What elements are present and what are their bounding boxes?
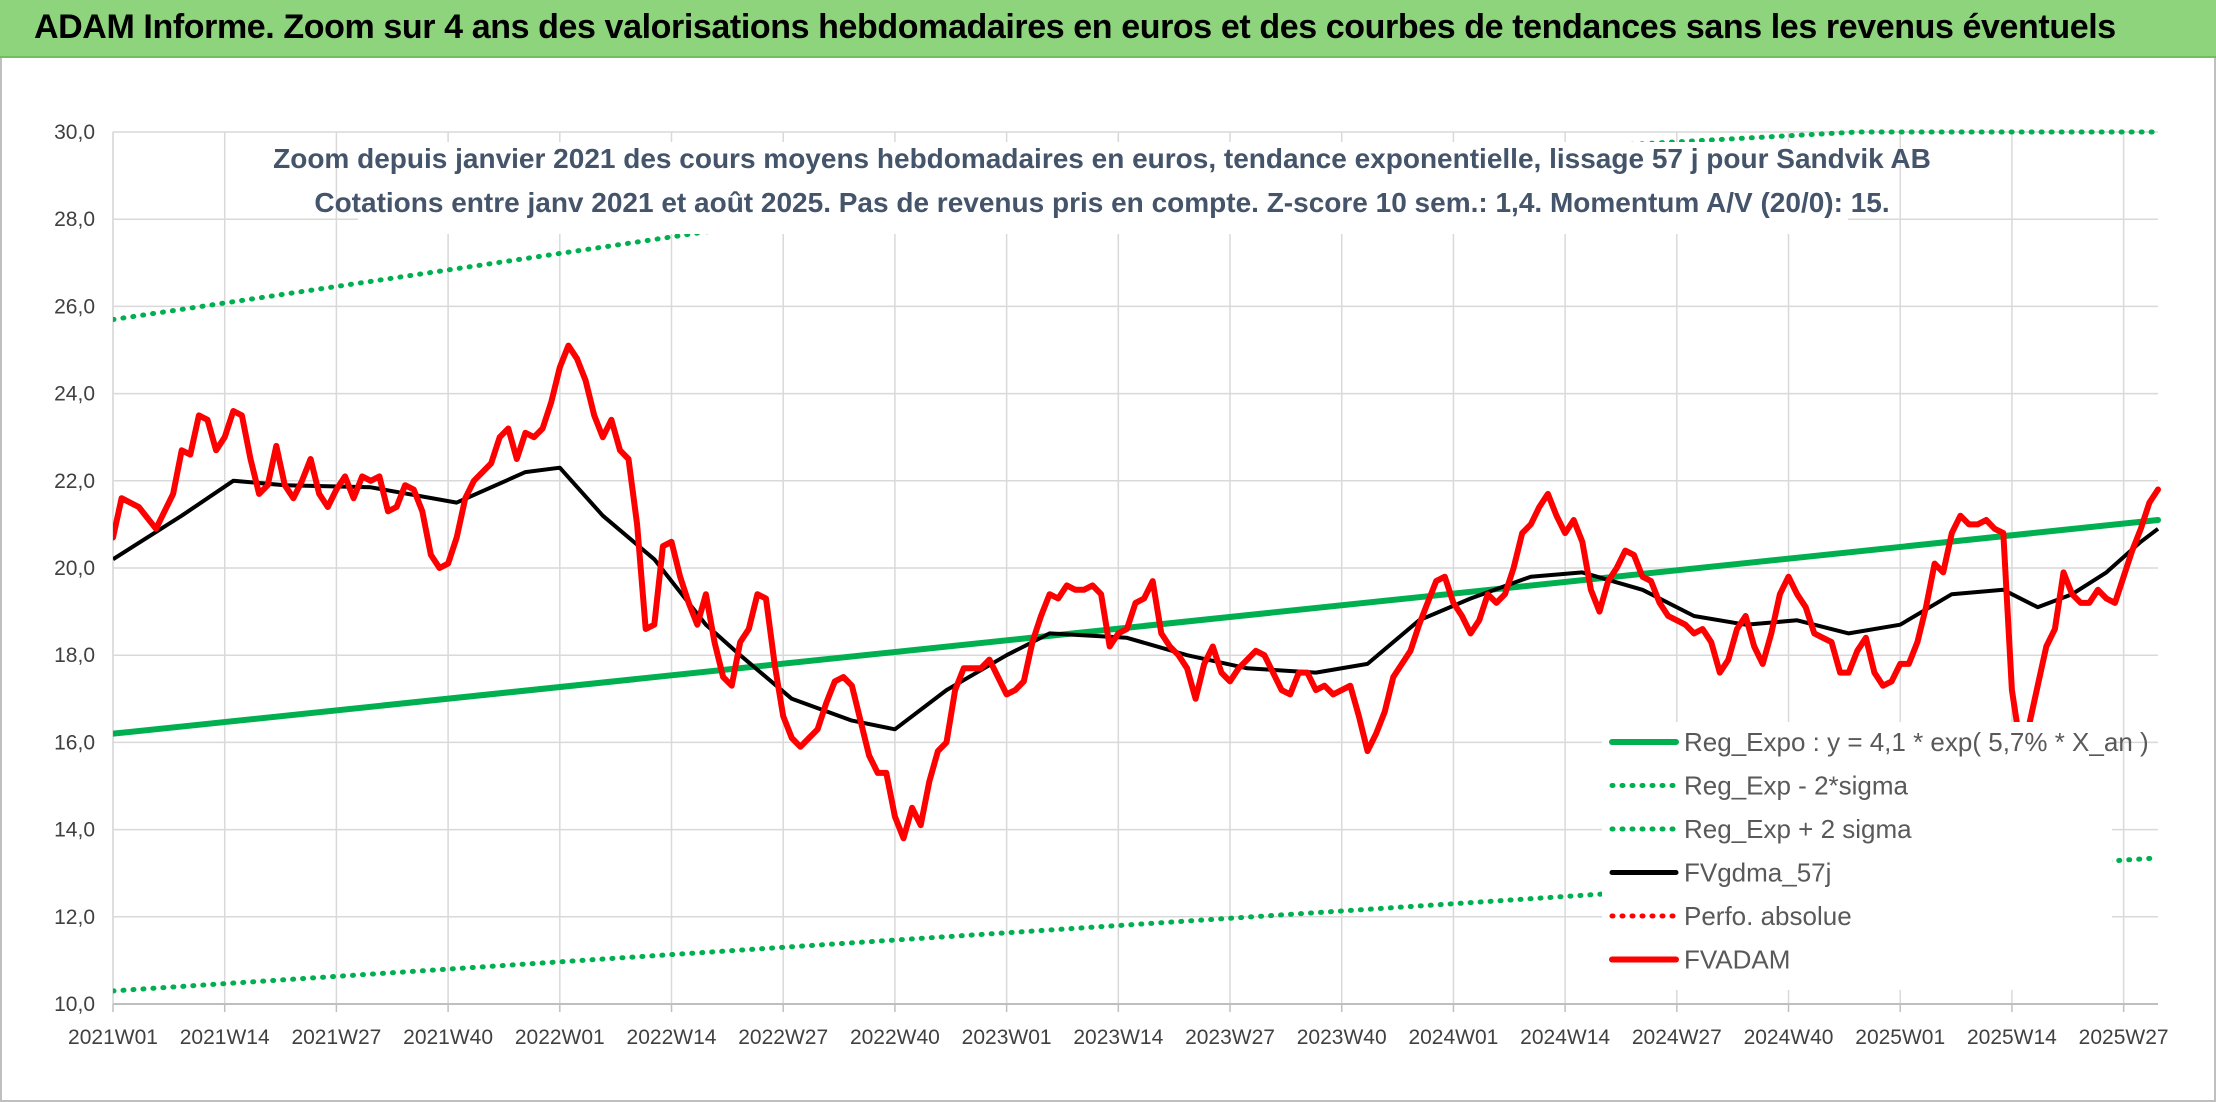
legend-label: Reg_Exp + 2 sigma [1684, 814, 1912, 844]
series-line-5 [113, 342, 2161, 842]
page-title: ADAM Informe. Zoom sur 4 ans des valoris… [34, 8, 2116, 46]
y-tick-label: 18,0 [54, 644, 95, 667]
legend-label: Reg_Exp - 2*sigma [1684, 771, 1909, 801]
legend-background [1602, 722, 2112, 990]
y-tick-label: 28,0 [54, 208, 95, 231]
x-tick-label: 2023W27 [1185, 1026, 1275, 1049]
chart-subtitle-line: Cotations entre janv 2021 et août 2025. … [314, 187, 1889, 218]
x-tick-label: 2025W14 [1967, 1026, 2057, 1049]
legend: Reg_Expo : y = 4,1 * exp( 5,7% * X_an ) R… [1602, 722, 2149, 990]
chart-frame: 10,0 12,0 14,0 16,0 18,0 20,0 22,0 24,0 26,0 28,0… [0, 58, 2216, 1102]
x-tick-label: 2024W27 [1632, 1026, 1722, 1049]
y-tick-label: 16,0 [54, 731, 95, 754]
x-tick-label: 2021W01 [68, 1026, 158, 1049]
x-tick-label: 2025W01 [1855, 1026, 1945, 1049]
x-tick-label: 2025W27 [2079, 1026, 2169, 1049]
y-tick-label: 12,0 [54, 906, 95, 929]
chart-subtitle: Zoom depuis janvier 2021 des cours moyen… [273, 142, 1931, 234]
y-tick-label: 26,0 [54, 295, 95, 318]
subtitle-background [358, 142, 1848, 234]
chart-subtitle-line: Zoom depuis janvier 2021 des cours moyen… [273, 143, 1931, 174]
series-line-0 [113, 517, 2161, 737]
x-tick-label: 2021W14 [180, 1026, 270, 1049]
legend-label: Reg_Expo : y = 4,1 * exp( 5,7% * X_an ) [1684, 727, 2149, 757]
x-tick-label: 2023W14 [1073, 1026, 1163, 1049]
x-tick-label: 2022W27 [738, 1026, 828, 1049]
y-tick-label: 30,0 [54, 121, 95, 144]
y-tick-label: 14,0 [54, 819, 95, 842]
x-tick-label: 2022W14 [627, 1026, 717, 1049]
legend-label: Perfo. absolue [1684, 901, 1852, 931]
x-tick-label: 2023W01 [962, 1026, 1052, 1049]
y-tick-label: 20,0 [54, 557, 95, 580]
x-tick-label: 2021W27 [291, 1026, 381, 1049]
legend-label: FVgdma_57j [1684, 858, 1831, 888]
y-tick-label: 22,0 [54, 470, 95, 493]
legend-label: FVADAM [1684, 945, 1790, 975]
x-tick-label: 2023W40 [1297, 1026, 1387, 1049]
header-bar: ADAM Informe. Zoom sur 4 ans des valoris… [0, 0, 2216, 58]
x-tick-label: 2021W40 [403, 1026, 493, 1049]
x-tick-label: 2022W40 [850, 1026, 940, 1049]
x-tick-label: 2024W14 [1520, 1026, 1610, 1049]
y-tick-label: 10,0 [54, 993, 95, 1016]
y-tick-label: 24,0 [54, 383, 95, 406]
axes: 10,0 12,0 14,0 16,0 18,0 20,0 22,0 24,0 26,0 28,0… [54, 121, 2168, 1049]
x-tick-label: 2024W40 [1744, 1026, 1834, 1049]
line-chart: 10,0 12,0 14,0 16,0 18,0 20,0 22,0 24,0 26,0 28,0… [54, 121, 2168, 1049]
x-tick-label: 2024W01 [1408, 1026, 1498, 1049]
x-tick-label: 2022W01 [515, 1026, 605, 1049]
